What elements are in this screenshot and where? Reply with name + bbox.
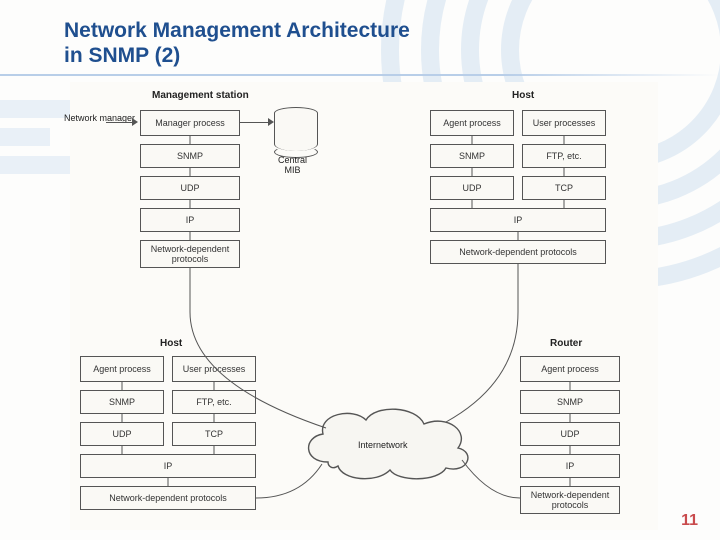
title-line1: Network Management Architecture [64, 19, 410, 42]
box-htr-ftp: FTP, etc. [522, 144, 606, 168]
mgmt-station-heading: Management station [152, 90, 249, 101]
box-mgmt-udp: UDP [140, 176, 240, 200]
central-mib-cylinder [274, 112, 318, 152]
box-mgmt-ndp: Network-dependent protocols [140, 240, 240, 268]
box-hbl-ndp: Network-dependent protocols [80, 486, 256, 510]
box-hbl-snmp: SNMP [80, 390, 164, 414]
host-bl-heading: Host [160, 338, 182, 349]
box-htr-snmp: SNMP [430, 144, 514, 168]
box-manager-process: Manager process [140, 110, 240, 136]
box-rtr-snmp: SNMP [520, 390, 620, 414]
box-rtr-ip: IP [520, 454, 620, 478]
box-rtr-agent: Agent process [520, 356, 620, 382]
arrowhead-mib [268, 118, 274, 126]
box-hbl-udp: UDP [80, 422, 164, 446]
central-mib-label: Central MIB [278, 156, 307, 176]
arrow-mgr-to-mib [240, 122, 270, 123]
box-rtr-ndp: Network-dependent protocols [520, 486, 620, 514]
router-heading: Router [550, 338, 582, 349]
box-htr-udp: UDP [430, 176, 514, 200]
box-hbl-ftp: FTP, etc. [172, 390, 256, 414]
slide-title: Network Management Architecture in SNMP … [64, 18, 410, 68]
arrowhead-nm [132, 118, 138, 126]
title-underline [0, 74, 720, 76]
box-htr-ip: IP [430, 208, 606, 232]
internetwork-label: Internetwork [358, 440, 408, 450]
box-hbl-tcp: TCP [172, 422, 256, 446]
box-hbl-user: User processes [172, 356, 256, 382]
box-rtr-udp: UDP [520, 422, 620, 446]
box-htr-agent: Agent process [430, 110, 514, 136]
title-line2: in SNMP (2) [64, 44, 180, 67]
box-hbl-ip: IP [80, 454, 256, 478]
box-mgmt-ip: IP [140, 208, 240, 232]
box-htr-ndp: Network-dependent protocols [430, 240, 606, 264]
box-mgmt-snmp: SNMP [140, 144, 240, 168]
box-hbl-agent: Agent process [80, 356, 164, 382]
host-tr-heading: Host [512, 90, 534, 101]
box-htr-tcp: TCP [522, 176, 606, 200]
arrow-nm-to-mgr [106, 122, 134, 123]
page-number: 11 [681, 512, 698, 530]
box-htr-user: User processes [522, 110, 606, 136]
snmp-architecture-diagram: Network manager Management station Manag… [70, 82, 658, 530]
